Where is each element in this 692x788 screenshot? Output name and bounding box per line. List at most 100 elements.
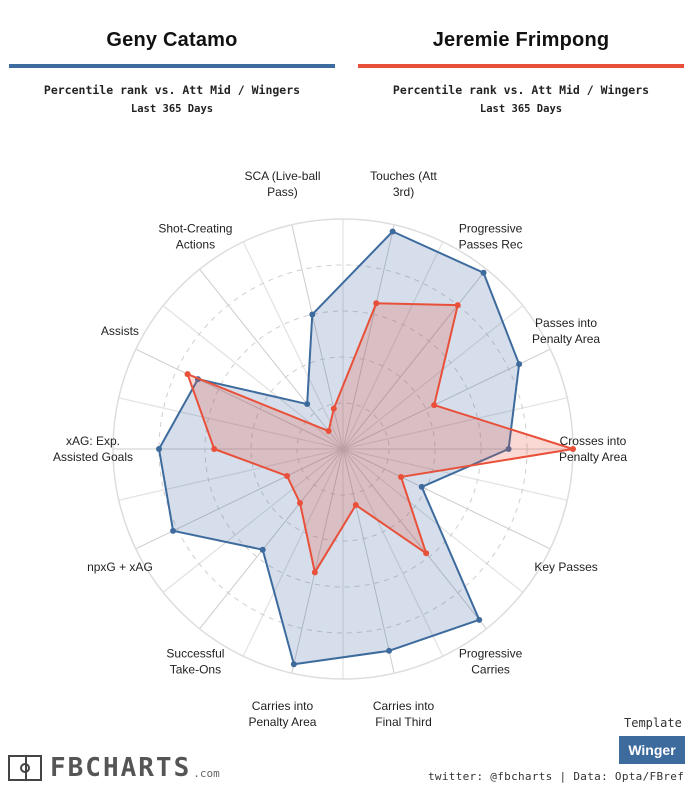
grid-spoke bbox=[118, 448, 344, 501]
grid-spoke bbox=[162, 448, 344, 593]
data-point bbox=[311, 569, 318, 576]
data-point bbox=[284, 472, 291, 479]
grid-axis bbox=[199, 268, 344, 450]
axis-label-line: Progressive bbox=[459, 221, 523, 235]
template-label: Template bbox=[624, 716, 682, 730]
logo-suffix: .com bbox=[193, 767, 220, 780]
template-winger-button[interactable]: Winger bbox=[619, 736, 685, 764]
grid-axis bbox=[291, 224, 344, 450]
axis-label-line: 3rd) bbox=[393, 185, 414, 199]
axis-label-line: Assists bbox=[101, 324, 139, 338]
axis-label: xAG: Exp. Assisted Goals bbox=[53, 434, 133, 464]
player-name: Jeremie Frimpong bbox=[432, 29, 610, 51]
axis-label-line: Shot-Creating bbox=[158, 221, 232, 235]
axis-label: Crosses into Penalty Area bbox=[559, 434, 627, 464]
axis-label-line: Carries bbox=[471, 663, 510, 677]
axis-label-line: Passes into bbox=[535, 316, 597, 330]
grid-ring bbox=[250, 356, 436, 542]
grid-axis bbox=[291, 448, 344, 674]
grid-axis bbox=[342, 268, 487, 450]
axis-label: Carries into Final Third bbox=[373, 699, 435, 729]
data-point bbox=[304, 401, 311, 408]
data-point bbox=[431, 402, 438, 409]
player-name: Geny Catamo bbox=[106, 29, 238, 51]
axis-label-line: Take-Ons bbox=[170, 663, 221, 677]
radar-grid bbox=[112, 218, 574, 680]
data-point bbox=[170, 527, 177, 534]
player-color-bar bbox=[9, 64, 335, 68]
data-point bbox=[505, 446, 512, 452]
fbcharts-logo[interactable]: FBCHARTS .com bbox=[8, 751, 220, 781]
data-point bbox=[476, 616, 483, 623]
axis-label-line: Carries into bbox=[373, 699, 435, 713]
data-point bbox=[259, 546, 266, 553]
data-point bbox=[373, 300, 380, 307]
data-point bbox=[398, 473, 405, 480]
axis-label: Passes into Penalty Area bbox=[532, 316, 600, 346]
axis-label-line: Progressive bbox=[459, 647, 523, 661]
player-period: Last 365 Days bbox=[479, 103, 563, 115]
data-point bbox=[156, 446, 162, 452]
radar-series bbox=[156, 228, 576, 668]
grid-axis bbox=[342, 448, 395, 674]
axis-label-line: SCA (Live-ball bbox=[244, 169, 320, 183]
grid-spoke bbox=[242, 448, 344, 657]
axis-labels: Touches (Att 3rd) Progressive Passes Rec Pas… bbox=[53, 169, 627, 729]
data-point bbox=[309, 311, 316, 318]
data-point bbox=[418, 483, 425, 490]
grid-spoke bbox=[342, 448, 444, 657]
player-subtitle: Percentile rank vs. Att Mid / Wingers bbox=[43, 83, 301, 97]
player-period: Last 365 Days bbox=[130, 103, 214, 115]
logo-text: FBCHARTS bbox=[50, 753, 192, 783]
data-point bbox=[184, 371, 191, 378]
axis-label-line: npxG + xAG bbox=[87, 560, 153, 574]
axis-label-line: Assisted Goals bbox=[53, 450, 133, 464]
grid-ring bbox=[204, 310, 482, 588]
grid-spoke bbox=[342, 241, 444, 450]
grid-spoke bbox=[342, 305, 524, 450]
axis-label-line: Key Passes bbox=[534, 560, 597, 574]
grid-ring bbox=[296, 402, 390, 496]
grid-spoke bbox=[342, 397, 568, 450]
data-point bbox=[352, 502, 359, 509]
grid-spoke bbox=[118, 397, 344, 450]
data-point bbox=[516, 361, 523, 368]
axis-label-line: Final Third bbox=[375, 715, 431, 729]
data-point bbox=[325, 428, 332, 435]
data-point bbox=[211, 446, 218, 452]
grid-axis bbox=[342, 448, 551, 550]
player-header-right: Jeremie Frimpong Percentile rank vs. Att… bbox=[358, 0, 684, 115]
axis-label: Progressive Carries bbox=[459, 647, 523, 677]
player-subtitle: Percentile rank vs. Att Mid / Wingers bbox=[392, 83, 650, 97]
axis-label-line: Successful bbox=[166, 647, 224, 661]
data-point bbox=[570, 446, 576, 452]
player-header-left: Geny Catamo Percentile rank vs. Att Mid … bbox=[9, 0, 335, 115]
player-color-bar bbox=[358, 64, 684, 68]
grid-axis bbox=[135, 348, 344, 450]
axis-label-line: Pass) bbox=[267, 185, 298, 199]
axis-label-line: Actions bbox=[176, 237, 215, 251]
data-point bbox=[480, 269, 487, 276]
axis-label: Key Passes bbox=[534, 560, 597, 574]
grid-axis bbox=[342, 348, 551, 450]
data-point bbox=[389, 228, 396, 235]
data-point bbox=[330, 405, 337, 412]
axis-label-line: Penalty Area bbox=[559, 450, 627, 464]
grid-axis bbox=[135, 448, 344, 550]
grid-spoke bbox=[242, 241, 344, 450]
grid-spoke bbox=[342, 448, 568, 501]
axis-label-line: Carries into bbox=[252, 699, 314, 713]
axis-label-line: Penalty Area bbox=[532, 332, 600, 346]
grid-ring bbox=[158, 264, 528, 634]
axis-label: Progressive Passes Rec bbox=[459, 221, 523, 251]
data-point bbox=[290, 661, 297, 668]
grid-axis bbox=[342, 224, 395, 450]
axis-label: Successful Take-Ons bbox=[166, 647, 224, 677]
data-point bbox=[386, 647, 393, 654]
pitch-icon bbox=[8, 755, 42, 781]
data-point bbox=[296, 499, 303, 506]
data-point bbox=[423, 550, 430, 557]
axis-label-line: Crosses into bbox=[560, 434, 627, 448]
axis-label-line: Penalty Area bbox=[248, 715, 316, 729]
